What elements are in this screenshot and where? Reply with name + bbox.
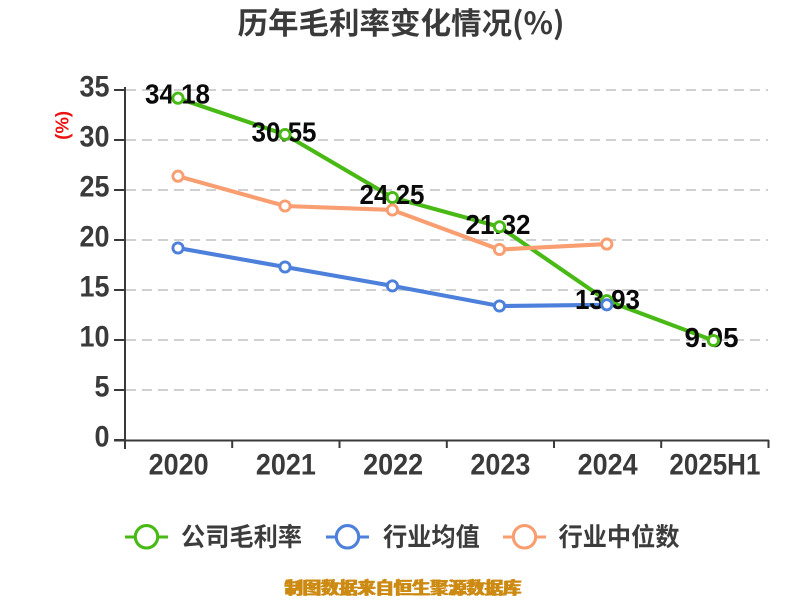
svg-text:2022: 2022 xyxy=(363,449,423,482)
svg-text:0: 0 xyxy=(95,421,110,454)
svg-text:15: 15 xyxy=(80,271,110,304)
svg-text:5: 5 xyxy=(95,371,110,404)
svg-text:2025H1: 2025H1 xyxy=(669,449,760,482)
svg-text:25: 25 xyxy=(80,171,110,204)
svg-text:10: 10 xyxy=(80,321,110,354)
svg-text:35: 35 xyxy=(80,71,110,104)
svg-text:2024: 2024 xyxy=(578,449,638,482)
svg-text:2020: 2020 xyxy=(149,449,209,482)
svg-text:2021: 2021 xyxy=(256,449,316,482)
svg-text:30: 30 xyxy=(80,121,110,154)
svg-text:2023: 2023 xyxy=(470,449,530,482)
svg-text:(%): (%) xyxy=(51,111,72,140)
svg-text:20: 20 xyxy=(80,221,110,254)
